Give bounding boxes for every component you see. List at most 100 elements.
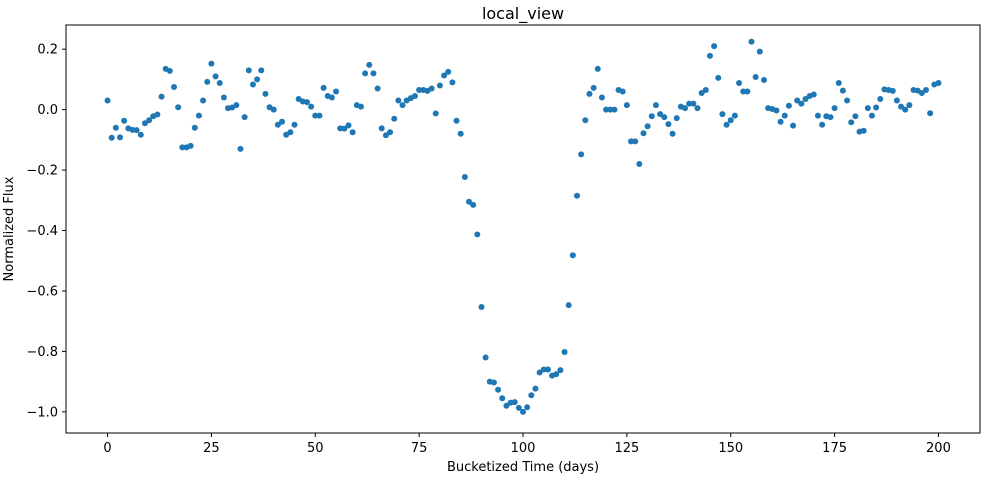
data-point <box>262 90 269 97</box>
data-point <box>362 70 369 77</box>
data-point <box>121 117 128 124</box>
data-point <box>927 110 934 117</box>
data-point <box>640 130 647 137</box>
data-point <box>112 124 119 131</box>
data-point <box>520 408 526 415</box>
y-tick-label: 0.0 <box>37 103 58 118</box>
data-point <box>553 371 560 378</box>
data-point <box>187 142 194 149</box>
data-point <box>146 117 153 124</box>
y-tick-label: −0.8 <box>26 345 58 360</box>
data-point <box>935 80 942 87</box>
data-point <box>374 85 381 92</box>
data-point <box>598 94 605 101</box>
data-point <box>291 121 298 128</box>
x-tick-label: 50 <box>307 441 324 456</box>
data-point <box>233 102 240 109</box>
data-point <box>279 118 286 125</box>
data-point <box>154 111 161 118</box>
data-point <box>814 112 821 119</box>
x-tick-label: 25 <box>203 441 220 456</box>
data-point <box>611 106 618 113</box>
data-point <box>561 349 568 356</box>
data-point <box>819 121 826 128</box>
data-point <box>673 115 680 122</box>
data-point <box>436 82 443 89</box>
data-point <box>586 90 593 97</box>
data-point <box>212 73 219 80</box>
data-point <box>864 105 871 112</box>
data-point <box>411 93 418 100</box>
data-point <box>441 72 448 79</box>
data-point <box>628 138 635 145</box>
data-point <box>652 102 659 109</box>
data-point <box>619 88 626 95</box>
data-point <box>798 100 805 107</box>
data-point <box>245 67 252 74</box>
data-point <box>370 70 377 77</box>
data-point <box>137 131 144 138</box>
data-point <box>736 80 743 87</box>
data-point <box>773 107 780 114</box>
data-point <box>303 99 310 106</box>
data-point <box>661 114 668 121</box>
data-point <box>387 129 394 136</box>
data-point <box>848 119 855 126</box>
data-point <box>528 392 535 399</box>
data-point <box>141 120 148 127</box>
data-point <box>179 144 186 151</box>
data-point <box>308 103 315 110</box>
data-point <box>902 106 909 113</box>
data-point <box>648 113 655 120</box>
data-point <box>698 90 705 96</box>
data-point <box>274 121 281 128</box>
y-tick-label: −0.2 <box>26 164 58 179</box>
data-point <box>860 127 867 134</box>
data-point <box>877 96 884 103</box>
data-point <box>391 115 398 122</box>
data-point <box>499 395 506 402</box>
y-tick-label: −0.4 <box>26 224 58 239</box>
data-point <box>416 86 423 93</box>
data-point <box>382 132 389 139</box>
data-point <box>395 97 402 104</box>
data-point <box>524 404 531 411</box>
x-tick-label: 0 <box>103 441 111 456</box>
data-point <box>366 61 373 68</box>
data-point <box>117 134 124 141</box>
data-point <box>316 112 323 119</box>
data-point <box>893 97 900 104</box>
data-point <box>702 86 709 93</box>
data-point <box>195 112 202 119</box>
data-point <box>669 130 676 137</box>
data-point <box>200 97 207 104</box>
data-point <box>665 121 672 128</box>
data-point <box>166 67 173 74</box>
data-point <box>690 100 697 107</box>
data-point <box>565 302 572 309</box>
data-point <box>607 106 614 113</box>
chart-title: local_view <box>482 4 564 24</box>
data-point <box>790 122 797 129</box>
data-point <box>740 88 747 95</box>
data-point <box>216 80 223 87</box>
data-point <box>623 102 630 109</box>
data-point <box>104 97 111 104</box>
data-point <box>802 96 809 103</box>
data-point <box>810 91 817 98</box>
y-axis-label: Normalized Flux <box>2 176 17 281</box>
data-point <box>569 252 576 259</box>
data-point <box>503 402 510 409</box>
data-point <box>241 114 248 121</box>
data-point <box>636 161 643 168</box>
data-point <box>731 112 738 119</box>
data-point <box>706 52 713 59</box>
data-point <box>399 102 406 109</box>
data-point <box>752 73 759 80</box>
data-point <box>918 90 925 96</box>
y-tick-label: 0.2 <box>37 43 58 58</box>
data-point <box>781 112 788 119</box>
data-point <box>208 60 215 67</box>
data-point <box>844 97 851 104</box>
